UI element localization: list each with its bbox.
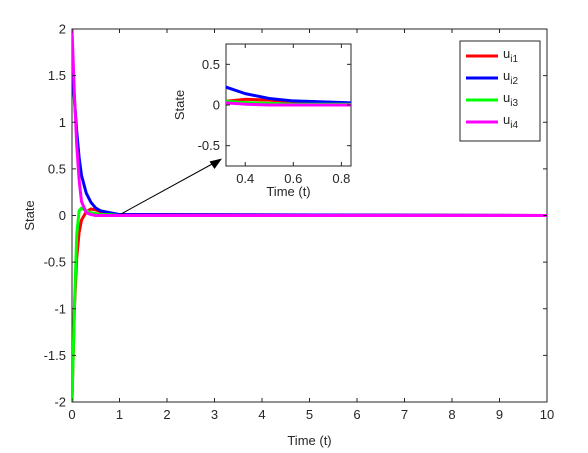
inset-y-tick-label: -0.5 [198,138,220,153]
main-y-tick-label: -0.5 [44,255,66,270]
inset-x-tick-label: 0.6 [284,171,302,186]
main-y-tick-label: 0 [59,208,66,223]
main-y-ticks: -2 -1.5 -1 -0.5 0 0.5 1 1.5 2 [44,22,547,410]
main-series-lines [72,29,547,402]
legend: ui1 ui2 ui3 ui4 [459,40,541,142]
main-x-tick-label: 4 [258,407,265,422]
main-x-tick-label: 1 [116,407,123,422]
main-x-tick-label: 8 [448,407,455,422]
main-y-tick-label: 2 [59,22,66,37]
zoom-arrow [120,158,222,215]
legend-label-i2: ui2 [503,68,518,87]
main-y-tick-label: 0.5 [48,161,66,176]
inset-y-axis-label: State [172,90,187,120]
main-y-tick-label: 1 [59,115,66,130]
main-x-axis-label: Time (t) [287,433,331,448]
inset-x-tick-label: 0.4 [236,171,254,186]
legend-box [459,40,541,142]
main-y-tick-label: -1.5 [44,348,66,363]
main-x-tick-label: 9 [496,407,503,422]
main-x-ticks: 0 1 2 3 4 5 6 7 8 9 10 [68,29,554,422]
main-x-tick-label: 5 [306,407,313,422]
inset-y-ticks: -0.5 0 0.5 [198,57,351,153]
main-series-i4-line [72,29,547,217]
legend-label-i1: ui1 [503,46,518,65]
main-y-tick-label: 1.5 [48,68,66,83]
inset-y-tick-label: 0.5 [202,57,220,72]
legend-label-i4: ui4 [503,112,518,131]
main-x-tick-label: 10 [540,407,554,422]
inset-x-axis-label: Time (t) [266,184,310,199]
main-y-axis-label: State [22,200,37,230]
main-x-tick-label: 6 [353,407,360,422]
main-x-tick-label: 2 [163,407,170,422]
main-x-tick-label: 3 [211,407,218,422]
main-y-tick-label: -1 [54,301,66,316]
legend-label-i3: ui3 [503,90,518,109]
inset-y-tick-label: 0 [213,98,220,113]
main-x-tick-label: 0 [68,407,75,422]
main-y-tick-label: -2 [54,395,66,410]
inset-x-ticks: 0.4 0.6 0.8 [236,44,350,186]
inset-x-tick-label: 0.8 [332,171,350,186]
main-x-tick-label: 7 [401,407,408,422]
inset-axes: 0.4 0.6 0.8 -0.5 0 0.5 Time (t) State [172,43,352,199]
